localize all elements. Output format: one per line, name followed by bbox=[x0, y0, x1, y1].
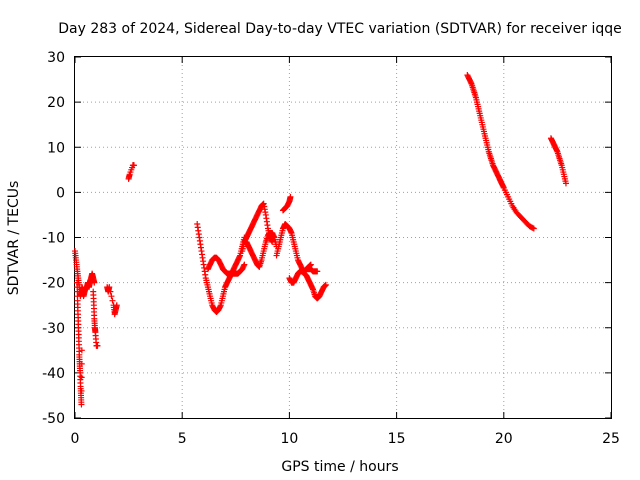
grid bbox=[75, 57, 611, 418]
data-point bbox=[113, 302, 120, 309]
data-point bbox=[78, 360, 85, 367]
plot-frame bbox=[74, 56, 612, 419]
series-segment-9 bbox=[464, 72, 537, 232]
data-point bbox=[107, 288, 114, 295]
data-point bbox=[530, 225, 537, 232]
series-segment-2 bbox=[90, 288, 101, 349]
data-point bbox=[78, 347, 85, 354]
series-segment-8-flat bbox=[303, 266, 321, 275]
data-point bbox=[109, 297, 116, 304]
data-point bbox=[322, 281, 329, 288]
x-axis-title: GPS time / hours bbox=[281, 459, 398, 475]
x-tick-label: 25 bbox=[602, 431, 620, 447]
data-point bbox=[78, 387, 85, 394]
y-tick-label: 0 bbox=[56, 185, 65, 201]
data-point bbox=[78, 374, 85, 381]
y-tick-label: -10 bbox=[42, 231, 65, 247]
data-point bbox=[287, 193, 294, 200]
series-segment-1 bbox=[72, 248, 98, 300]
data-point bbox=[78, 401, 85, 408]
series-segment-6 bbox=[239, 200, 276, 255]
x-tick-label: 20 bbox=[495, 431, 513, 447]
data-point bbox=[314, 268, 321, 275]
x-tick-label: 15 bbox=[388, 431, 406, 447]
x-tick-label: 5 bbox=[178, 431, 187, 447]
x-tick-label: 0 bbox=[71, 431, 80, 447]
data-point bbox=[94, 342, 101, 349]
y-tick-label: 30 bbox=[47, 50, 65, 66]
series-segment-4 bbox=[125, 162, 137, 182]
series-segment-6-lower bbox=[243, 229, 280, 270]
series-segment-7-upper bbox=[279, 193, 294, 214]
y-tick-label: -30 bbox=[42, 321, 65, 337]
chart-title: Day 283 of 2024, Sidereal Day-to-day VTE… bbox=[58, 21, 622, 37]
y-tick-label: -40 bbox=[42, 366, 65, 382]
y-tick-label: 20 bbox=[47, 95, 65, 111]
y-tick-label: -50 bbox=[42, 411, 65, 427]
data-point bbox=[106, 284, 113, 291]
series-segment-5 bbox=[194, 220, 248, 315]
data-point bbox=[108, 293, 115, 300]
data-point bbox=[130, 162, 137, 169]
series-segment-10 bbox=[547, 135, 569, 187]
x-tick-label: 10 bbox=[280, 431, 298, 447]
series-segment-3 bbox=[104, 284, 120, 318]
series-segment-8 bbox=[286, 268, 329, 302]
axis-ticks: 0 5 10 15 20 25 -50 -40 -30 -20 -10 0 10 20 30 bbox=[42, 50, 620, 447]
series-segment-5-lower-loop bbox=[204, 254, 248, 277]
data-point bbox=[91, 279, 98, 286]
series-segment-1-drop bbox=[74, 279, 85, 408]
series-segment-7 bbox=[273, 220, 314, 275]
data-points bbox=[72, 72, 569, 408]
data-point bbox=[562, 180, 569, 187]
y-axis-title: SDTVAR / TECUs bbox=[6, 181, 22, 296]
data-point bbox=[241, 261, 248, 268]
y-tick-label: 10 bbox=[47, 140, 65, 156]
y-tick-label: -20 bbox=[42, 276, 65, 292]
